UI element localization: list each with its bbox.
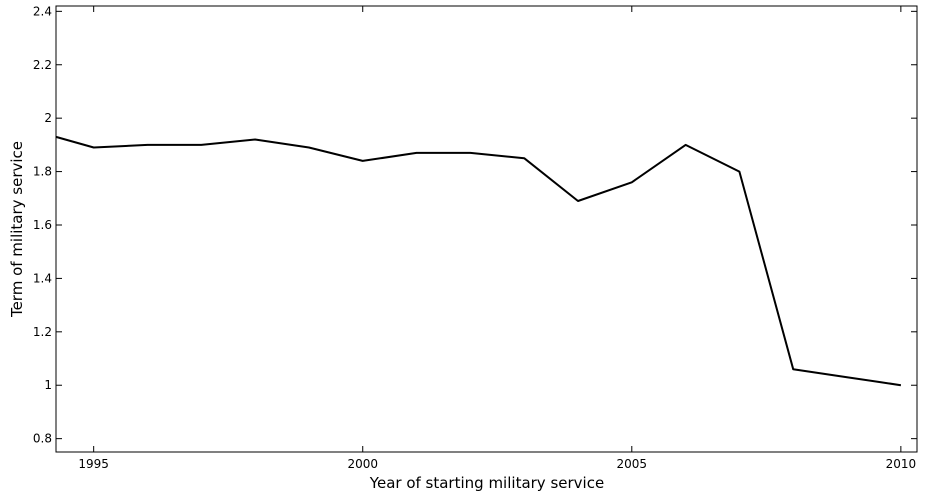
x-tick-label: 2005 <box>617 457 648 471</box>
x-tick-label: 2000 <box>347 457 378 471</box>
x-axis-ticks: 1995 2000 2005 2010 <box>78 6 916 471</box>
x-tick-label: 2010 <box>886 457 917 471</box>
y-tick-label: 1 <box>44 378 52 392</box>
y-axis-title: Term of military service <box>8 141 26 318</box>
y-tick-label: 1.6 <box>33 218 52 232</box>
y-tick-label: 1.8 <box>33 165 52 179</box>
y-tick-label: 0.8 <box>33 432 52 446</box>
y-tick-label: 2 <box>44 111 52 125</box>
x-axis-title: Year of starting military service <box>369 474 604 492</box>
y-tick-label: 2.4 <box>33 4 52 18</box>
y-axis-ticks: 0.8 1 1.2 1.4 1.6 1.8 2 2.2 2.4 <box>33 4 917 446</box>
y-tick-label: 1.4 <box>33 271 52 285</box>
y-tick-label: 1.2 <box>33 325 52 339</box>
y-tick-label: 2.2 <box>33 58 52 72</box>
x-tick-label: 1995 <box>78 457 109 471</box>
plot-frame <box>55 5 918 453</box>
series-line <box>55 135 902 387</box>
